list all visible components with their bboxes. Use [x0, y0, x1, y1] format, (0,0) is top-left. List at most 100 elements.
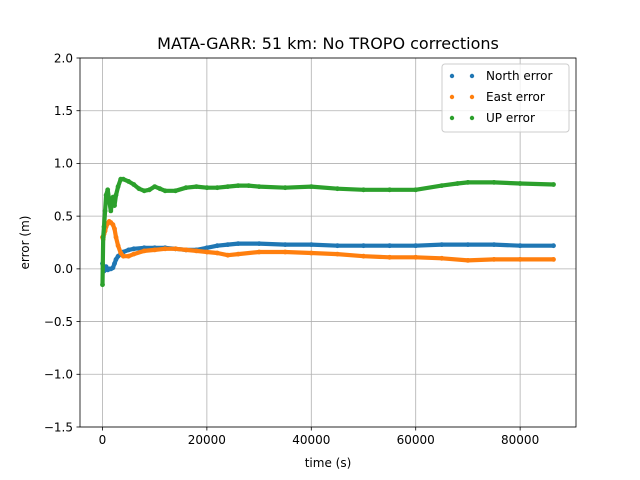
data-point-east-error: [413, 254, 419, 260]
data-point-east-error: [162, 246, 168, 252]
y-tick-label: 1.0: [54, 157, 73, 171]
data-point-east-error: [152, 247, 158, 253]
data-point-east-error: [387, 254, 392, 260]
data-point-north-error: [439, 242, 445, 248]
x-tick-label: 0: [99, 433, 107, 447]
data-point-up-error: [103, 192, 109, 198]
data-point-north-error: [225, 242, 231, 248]
data-point-up-error: [439, 183, 445, 189]
data-point-up-error: [413, 187, 419, 193]
data-point-up-error: [282, 185, 288, 191]
data-point-east-error: [115, 243, 121, 249]
y-tick-label: −0.5: [44, 315, 73, 329]
plot-frame: [79, 57, 577, 428]
data-point-north-error: [204, 245, 210, 251]
data-point-north-error: [551, 243, 556, 249]
data-point-north-error: [126, 247, 131, 253]
data-point-east-error: [120, 253, 126, 259]
data-point-east-error: [439, 255, 445, 261]
data-point-up-error: [131, 182, 137, 187]
x-tick-label: 20000: [188, 433, 226, 447]
y-tick-label: 0.0: [54, 262, 73, 276]
data-point-north-error: [491, 242, 497, 248]
legend-entry-east: East error: [449, 90, 545, 104]
data-point-north-error: [112, 261, 117, 266]
data-point-east-error: [173, 246, 178, 252]
data-point-north-error: [413, 243, 419, 249]
data-point-up-error: [361, 187, 366, 193]
y-tick-label: −1.5: [44, 420, 73, 434]
data-point-up-error: [256, 184, 262, 190]
y-axis-label: error (m): [18, 216, 32, 270]
data-point-up-error: [491, 180, 497, 185]
legend-marker-up: [449, 115, 455, 121]
data-point-up-error: [102, 208, 108, 214]
legend-entry-up: UP error: [449, 111, 535, 125]
data-point-east-error: [112, 226, 117, 232]
x-ticks: 0 20000 40000 60000 80000: [99, 427, 539, 447]
data-point-up-error: [225, 184, 231, 190]
data-point-east-error: [256, 249, 262, 255]
data-point-east-error: [204, 249, 210, 255]
legend-marker-north: [449, 73, 455, 79]
legend-label-north: North error: [486, 69, 552, 83]
data-point-east-error: [491, 257, 497, 262]
data-point-north-error: [387, 243, 392, 249]
legend-label-east: East error: [486, 90, 545, 104]
data-point-up-error: [152, 184, 158, 190]
x-axis-label: time (s): [305, 456, 352, 470]
legend-box: [441, 63, 570, 133]
legend-marker-up: [469, 115, 475, 121]
data-point-up-error: [246, 183, 252, 189]
data-point-north-error: [282, 242, 288, 248]
series-up-error: [100, 176, 556, 288]
data-point-east-error: [235, 251, 241, 257]
data-point-up-error: [214, 185, 220, 191]
data-point-east-error: [335, 251, 340, 257]
data-point-east-error: [361, 253, 366, 259]
data-point-up-error: [112, 203, 117, 209]
x-tick-label: 60000: [397, 433, 435, 447]
data-marks: [100, 176, 556, 288]
data-point-up-error: [147, 187, 152, 193]
data-point-up-error: [173, 188, 178, 194]
data-point-east-error: [118, 250, 124, 256]
data-point-up-error: [101, 224, 107, 230]
data-point-up-error: [335, 186, 340, 192]
data-point-east-error: [194, 248, 199, 254]
data-point-up-error: [157, 186, 163, 192]
data-point-north-error: [214, 243, 220, 249]
data-point-north-error: [256, 241, 262, 247]
data-point-up-error: [194, 184, 199, 190]
data-point-up-error: [108, 208, 114, 214]
data-point-east-error: [183, 247, 189, 253]
data-point-east-error: [517, 257, 523, 262]
x-tick-label: 80000: [501, 433, 539, 447]
data-point-up-error: [106, 197, 112, 203]
data-point-up-error: [517, 181, 523, 186]
legend-label-up: UP error: [486, 111, 535, 125]
data-point-up-error: [100, 234, 106, 240]
data-point-east-error: [126, 253, 131, 259]
data-point-north-error: [308, 242, 314, 248]
data-point-up-error: [183, 185, 189, 191]
data-point-up-error: [136, 186, 142, 192]
data-point-east-error: [214, 250, 220, 256]
data-point-east-error: [465, 258, 471, 263]
data-point-up-error: [115, 184, 121, 190]
data-point-east-error: [113, 234, 119, 240]
legend-marker-east: [469, 94, 475, 100]
data-point-up-error: [126, 179, 131, 184]
data-point-up-error: [308, 184, 314, 190]
data-point-up-error: [235, 183, 241, 189]
data-point-east-error: [131, 251, 137, 257]
data-point-up-error: [387, 187, 392, 193]
data-point-up-error: [162, 188, 168, 194]
chart-title: MATA-GARR: 51 km: No TROPO corrections: [157, 34, 499, 53]
data-point-up-error: [120, 176, 126, 182]
y-tick-label: 0.5: [54, 209, 73, 223]
legend: North error East error UP error: [441, 63, 570, 133]
data-point-north-error: [465, 242, 471, 248]
data-point-east-error: [225, 252, 231, 258]
data-point-up-error: [204, 185, 210, 191]
